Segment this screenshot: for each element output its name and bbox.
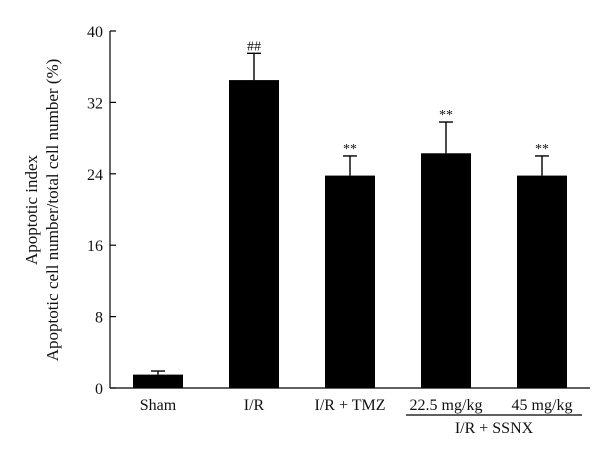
significance-mark: ** [439,108,453,123]
bar [229,80,279,389]
x-tick-label: I/R [244,397,265,414]
y-tick-label: 8 [95,310,103,327]
bars: ## ** ** ** [133,39,567,389]
y-axis-label-line2: Apoptotic cell number/total cell number … [43,59,62,362]
significance-mark: ** [535,142,549,157]
y-axis-label-group: Apoptotic index Apoptotic cell number/to… [22,59,62,362]
x-tick-label: I/R + TMZ [315,397,386,414]
bar [517,175,567,388]
y-tick-label: 32 [87,95,103,112]
group-label: I/R + SSNX [455,420,534,437]
y-ticks: 0 8 16 24 32 40 [87,24,116,398]
y-tick-label: 16 [87,238,103,255]
x-tick-label: 22.5 mg/kg [410,397,483,414]
y-tick-label: 40 [87,24,103,41]
x-tick-label: 45 mg/kg [512,397,573,414]
bar [421,153,471,388]
y-tick-label: 24 [87,167,103,184]
group-label-area: I/R + SSNX [406,414,582,437]
y-axis-label-line1: Apoptotic index [22,154,41,265]
significance-mark: ## [247,39,261,54]
significance-mark: ** [343,142,357,157]
x-tick-labels: Sham I/R I/R + TMZ 22.5 mg/kg 45 mg/kg [140,397,573,414]
bar [133,374,183,388]
bar [325,175,375,388]
x-tick-label: Sham [140,397,177,414]
y-tick-label: 0 [95,381,103,398]
